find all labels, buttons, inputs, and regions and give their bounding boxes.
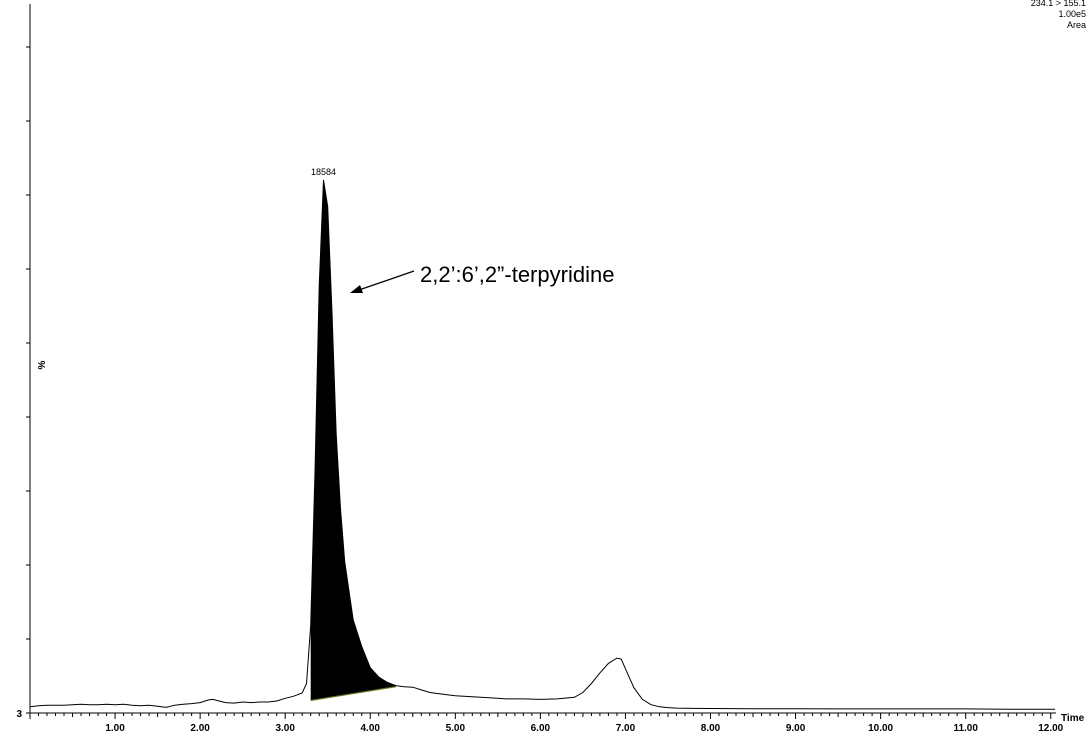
x-tick-label: 2.00 [190, 723, 210, 734]
x-tick-label: 3.00 [275, 723, 295, 734]
x-axis-ticks: 1.00 2.00 3.00 4.00 5.00 6.00 7.00 8.00 9.00 10.0… [29, 713, 1064, 734]
x-tick-label: 9.00 [786, 723, 806, 734]
x-tick-label: 8.00 [701, 723, 721, 734]
y-axis-ticks [26, 46, 30, 714]
y-min-label: 3 [16, 709, 22, 720]
peak-area-fill [310, 180, 396, 701]
x-tick-label: 4.00 [361, 723, 381, 734]
x-tick-label: 5.00 [446, 723, 466, 734]
integration-baseline [310, 686, 396, 702]
x-tick-label: 10.00 [868, 723, 893, 734]
peak-value-label: 18584 [311, 167, 336, 177]
annotation-label: 2,2’:6’,2”-terpyridine [420, 262, 614, 287]
info-line-2: 1.00e5 [1058, 9, 1086, 19]
x-tick-label: 6.00 [531, 723, 551, 734]
x-tick-label: 7.00 [616, 723, 636, 734]
info-line-1: 234.1 > 155.1 [1031, 0, 1086, 8]
x-axis-label: Time [1061, 713, 1085, 724]
x-tick-label: 1.00 [105, 723, 125, 734]
annotation-arrow-line [355, 270, 415, 292]
series-line-trace [29, 179, 1055, 710]
y-axis-label: % [37, 360, 48, 369]
x-tick-label: 11.00 [953, 723, 978, 734]
x-tick-label: 12.00 [1038, 723, 1063, 734]
info-line-3: Area [1067, 20, 1086, 30]
annotation-arrow-head [350, 285, 363, 293]
